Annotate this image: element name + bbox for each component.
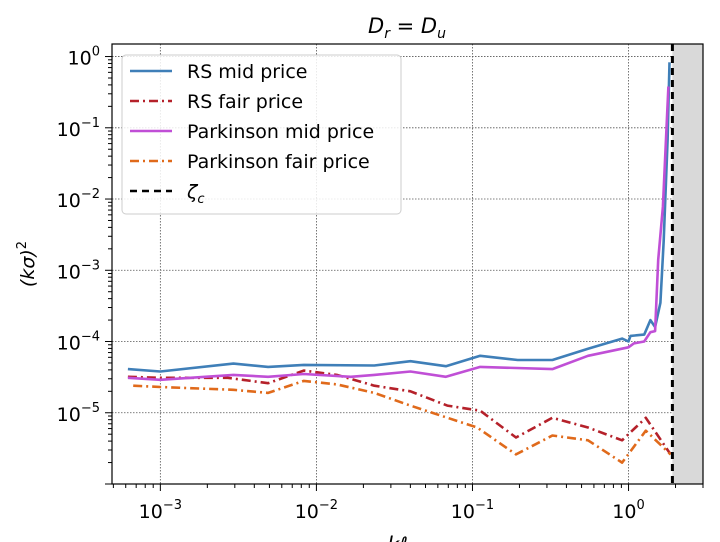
y-tick-label: 10−5: [57, 401, 100, 426]
series-line-parkinson-mid-price: [127, 86, 670, 382]
x-tick-label: 10−3: [139, 498, 182, 523]
axes: [105, 43, 704, 491]
y-tick-label: 10−1: [57, 116, 100, 141]
series-lines: [127, 62, 672, 464]
legend-label: ζc: [186, 181, 205, 207]
legend-label: Parkinson fair price: [187, 151, 370, 173]
y-axis-label: (kσ)2: [15, 241, 39, 287]
tick-labels: 10−3 10−2 10−1 100 100 10−1 10−2 10−3 10−4 10−5: [57, 45, 645, 523]
legend-label: RS mid price: [187, 61, 307, 83]
y-tick-label: 100: [68, 45, 100, 70]
series-line-rs-fair-price: [127, 369, 672, 456]
y-tick-label: 10−3: [57, 258, 100, 283]
x-axis-label: kℓu: [387, 533, 417, 542]
x-tick-label: 10−2: [295, 498, 338, 523]
x-tick-label: 100: [612, 498, 644, 523]
critical-region-shade: [672, 44, 703, 484]
series-line-parkinson-fair-price: [133, 379, 672, 464]
y-tick-label: 10−4: [57, 330, 100, 355]
y-tick-label: 10−2: [57, 187, 100, 212]
series-line-rs-mid-price: [127, 62, 671, 373]
x-tick-label: 10−1: [451, 498, 494, 523]
legend: RS mid price RS fair price Parkinson mid p…: [121, 54, 402, 215]
legend-label: RS fair price: [187, 91, 303, 113]
plot-frame: [111, 43, 704, 485]
legend-label: Parkinson mid price: [187, 121, 374, 143]
chart-title: Dr = Du: [368, 14, 446, 42]
